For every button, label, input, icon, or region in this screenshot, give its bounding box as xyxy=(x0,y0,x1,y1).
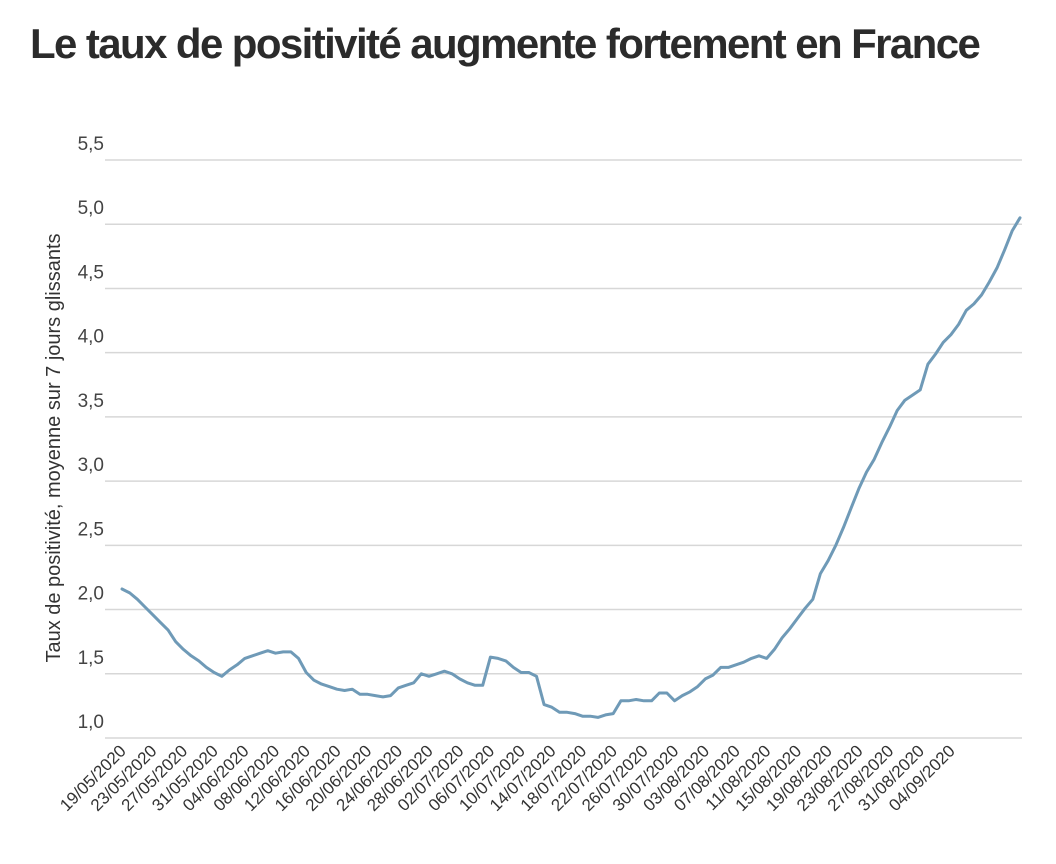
y-axis-ticks: 1,0 1,5 2,0 2,5 3,0 3,5 4,0 4,5 5,0 5,5 xyxy=(78,134,104,733)
chart-title: Le taux de positivité augmente fortement… xyxy=(30,20,981,67)
y-tick-label: 4,0 xyxy=(78,327,104,348)
y-tick-label: 2,0 xyxy=(78,584,104,605)
y-tick-label: 2,5 xyxy=(78,519,104,540)
y-tick-label: 4,5 xyxy=(78,262,104,283)
x-axis-ticks: 19/05/202023/05/202027/05/202031/05/2020… xyxy=(56,741,959,815)
y-tick-label: 3,5 xyxy=(78,391,104,412)
y-tick-label: 5,5 xyxy=(78,134,104,155)
y-tick-label: 1,0 xyxy=(78,712,104,733)
series-group xyxy=(120,216,1022,719)
y-tick-label: 1,5 xyxy=(78,648,104,669)
gridlines xyxy=(105,159,1022,739)
y-axis-label: Taux de positivité, moyenne sur 7 jours … xyxy=(43,233,65,662)
series-line xyxy=(120,216,1022,719)
y-tick-label: 3,0 xyxy=(78,455,104,476)
y-tick-label: 5,0 xyxy=(78,198,104,219)
